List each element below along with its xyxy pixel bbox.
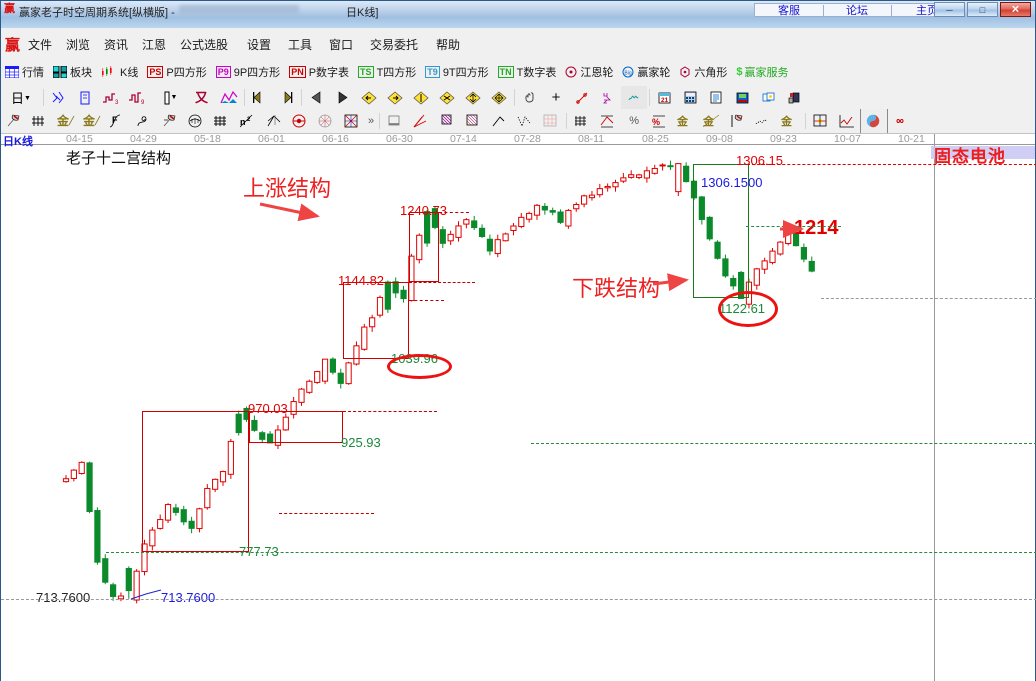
svg-text:Big: Big (625, 70, 632, 76)
svg-text:金: 金 (677, 114, 689, 128)
svg-text:又: 又 (195, 91, 209, 105)
svg-text:金: 金 (83, 114, 96, 128)
svg-text:%: % (652, 117, 660, 127)
svg-text:3: 3 (115, 100, 119, 105)
svg-text:9: 9 (141, 100, 145, 105)
svg-text:21: 21 (661, 97, 669, 104)
svg-text:金: 金 (781, 114, 793, 128)
svg-text:金: 金 (57, 114, 70, 128)
